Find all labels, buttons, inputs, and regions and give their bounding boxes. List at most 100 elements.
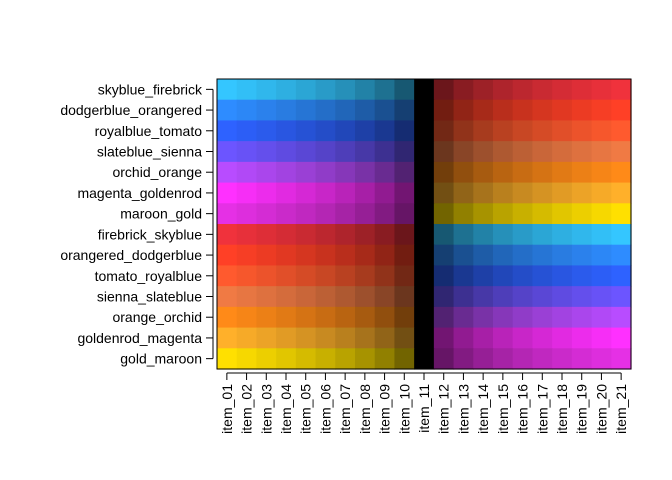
heatmap-cell [295, 348, 317, 370]
heatmap-cell [236, 182, 258, 204]
heatmap-cell [217, 348, 238, 370]
heatmap-cell [374, 327, 396, 349]
heatmap-cell [591, 203, 612, 225]
heatmap-cell [571, 182, 593, 204]
heatmap-cell [571, 79, 593, 101]
heatmap-cell [335, 120, 356, 142]
x-axis: item_01 item_02 item_03 item_04 item_05 item_… [219, 372, 629, 434]
heatmap-cell [512, 244, 534, 267]
heatmap-cell [571, 141, 593, 163]
heatmap-cell [552, 182, 573, 204]
heatmap-cell [512, 182, 534, 204]
y-tick-label: orange_orchid [112, 309, 202, 325]
heatmap-cell [571, 348, 593, 370]
heatmap-cell [512, 79, 534, 101]
heatmap-cell [591, 327, 612, 349]
heatmap-cell [236, 327, 258, 349]
heatmap-cell [394, 79, 415, 101]
heatmap-cell [394, 306, 415, 329]
heatmap-cell [315, 265, 336, 287]
heatmap-cell [335, 265, 356, 287]
heatmap-cell [571, 224, 593, 246]
heatmap-cell [295, 224, 317, 246]
heatmap-cell [414, 161, 435, 184]
heatmap-cell [433, 99, 455, 122]
heatmap-cell [315, 348, 336, 370]
heatmap-cell [552, 99, 573, 122]
heatmap-cell [335, 79, 356, 101]
heatmap-cell [335, 348, 356, 370]
heatmap-cell [276, 141, 297, 163]
heatmap-cell [571, 286, 593, 308]
y-tick-label: skyblue_firebrick [98, 81, 203, 97]
heatmap-cell [532, 203, 553, 225]
heatmap-cell [236, 244, 258, 267]
heatmap-cell [355, 327, 376, 349]
heatmap-cell [276, 203, 297, 225]
heatmap-cell [552, 224, 573, 246]
heatmap-cell [276, 161, 297, 184]
y-tick-label: slateblue_sienna [97, 144, 202, 160]
heatmap-cell [394, 141, 415, 163]
heatmap-cell [394, 182, 415, 204]
heatmap-cell [295, 265, 317, 287]
heatmap-cell [414, 141, 435, 163]
heatmap-cell [473, 224, 494, 246]
heatmap-cell [256, 224, 277, 246]
heatmap-cell [611, 224, 632, 246]
heatmap-cell [611, 265, 632, 287]
heatmap-cell [295, 203, 317, 225]
heatmap-cell [295, 79, 317, 101]
heatmap-cell [335, 182, 356, 204]
y-tick-label: firebrick_skyblue [98, 226, 202, 242]
heatmap-cell [374, 161, 396, 184]
heatmap-cell [433, 141, 455, 163]
heatmap-cell [217, 203, 238, 225]
heatmap-cell [433, 79, 455, 101]
y-axis: skyblue_firebrick dodgerblue_orangeredroy… [60, 81, 214, 367]
heatmap-cell [236, 141, 258, 163]
heatmap-cell [256, 348, 277, 370]
heatmap-cell [335, 327, 356, 349]
heatmap-cell [611, 182, 632, 204]
heatmap-cell [394, 224, 415, 246]
heatmap-cell [414, 306, 435, 329]
heatmap-cell [532, 79, 553, 101]
heatmap-cell [276, 79, 297, 101]
heatmap-cell [493, 286, 514, 308]
heatmap-cell [493, 327, 514, 349]
heatmap-cell [374, 120, 396, 142]
heatmap-cell [493, 99, 514, 122]
heatmap-cell [493, 120, 514, 142]
heatmap-cell [512, 224, 534, 246]
heatmap-cell [394, 265, 415, 287]
heatmap-cell [276, 244, 297, 267]
heatmap-cell [236, 265, 258, 287]
heatmap-cell [236, 120, 258, 142]
heatmap-cell [256, 120, 277, 142]
heatmap-cell [335, 306, 356, 329]
heatmap-cell [453, 161, 474, 184]
heatmap-cell [217, 141, 238, 163]
heatmap-cell [374, 348, 396, 370]
heatmap-cell [295, 286, 317, 308]
heatmap-cell [512, 265, 534, 287]
x-tick-label: item_15 [495, 384, 511, 434]
heatmap-cell [552, 244, 573, 267]
heatmap-cell [256, 182, 277, 204]
heatmap-cell [473, 141, 494, 163]
heatmap-cell [591, 79, 612, 101]
heatmap-cell [493, 306, 514, 329]
heatmap-cell [433, 265, 455, 287]
x-tick-label: item_01 [219, 384, 235, 434]
heatmap-cell [236, 224, 258, 246]
heatmap-cell [315, 203, 336, 225]
heatmap-cell [256, 161, 277, 184]
heatmap-cell [532, 306, 553, 329]
heatmap-cell [532, 327, 553, 349]
heatmap-cell [256, 306, 277, 329]
heatmap-cell [355, 265, 376, 287]
heatmap-cell [591, 161, 612, 184]
heatmap-cell [453, 79, 474, 101]
heatmap-cell [552, 327, 573, 349]
